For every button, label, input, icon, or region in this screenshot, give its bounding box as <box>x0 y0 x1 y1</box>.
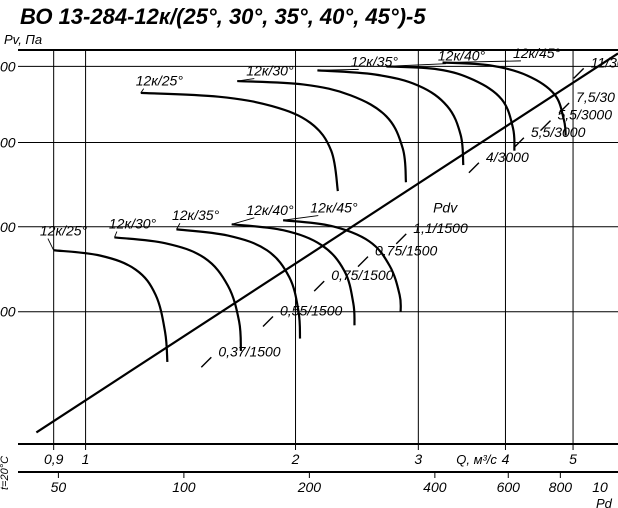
ytick-label: 00 <box>0 219 16 235</box>
pdv-diagonal <box>36 53 618 432</box>
power-label-lower: 0,37/1500 <box>218 343 280 359</box>
ytick-label: 00 <box>0 304 16 320</box>
lower-label: 12к/40° <box>246 202 294 218</box>
power-label-upper: 5,5/3000 <box>531 124 586 140</box>
upper-curve <box>141 93 338 191</box>
axis-x-label-bottom: Pd <box>596 496 613 508</box>
xtick-bot-label: 800 <box>549 479 573 495</box>
power-label-lower: 0,55/1500 <box>280 302 342 318</box>
diag-tick <box>358 257 368 267</box>
xtick-top-label: 0,9 <box>44 451 64 467</box>
upper-leader <box>317 69 358 70</box>
ytick-label: 00 <box>0 58 16 74</box>
xtick-top-label: 2 <box>291 451 300 467</box>
power-label-lower: Pdv <box>433 200 458 216</box>
xtick-top-label: 4 <box>502 451 510 467</box>
power-label-lower: 0,75/1500 <box>375 243 437 259</box>
xtick-bot-label: 200 <box>297 479 322 495</box>
upper-curve <box>237 81 406 182</box>
chart-title: ВО 13-284-12к/(25°, 30°, 35°, 40°, 45°)-… <box>20 4 426 29</box>
lower-label: 12к/25° <box>40 223 88 239</box>
xtick-top-label: 1 <box>82 451 90 467</box>
xtick-bot-extra: 10 <box>592 479 608 495</box>
upper-label: 12к/45° <box>513 45 561 61</box>
lower-leader <box>48 239 54 251</box>
xtick-bot-label: 600 <box>497 479 521 495</box>
upper-label: 12к/40° <box>438 48 486 64</box>
power-label-lower: 1,1/1500 <box>413 220 468 236</box>
diag-tick <box>201 357 211 367</box>
ytick-label: 00 <box>0 135 16 151</box>
axis-x-label-top: Q, м³/с <box>456 452 497 467</box>
lower-curve <box>54 250 168 362</box>
lower-label: 12к/30° <box>109 216 157 232</box>
lower-curve <box>114 237 240 350</box>
upper-curve <box>317 70 463 165</box>
xtick-top-label: 5 <box>569 451 577 467</box>
diag-tick <box>469 163 479 173</box>
diag-tick <box>314 281 324 291</box>
lower-label: 12к/45° <box>310 200 358 216</box>
power-label-upper: 7,5/30 <box>576 89 615 105</box>
xtick-bot-label: 400 <box>423 479 447 495</box>
temp-note: t=20°C <box>0 456 11 490</box>
power-label-upper: 5,5/3000 <box>558 107 613 123</box>
diag-tick <box>263 316 273 326</box>
lower-leader <box>232 218 255 224</box>
chart-svg: ВО 13-284-12к/(25°, 30°, 35°, 40°, 45°)-… <box>0 0 618 508</box>
fan-performance-chart: ВО 13-284-12к/(25°, 30°, 35°, 40°, 45°)-… <box>0 0 618 508</box>
axis-y-label: Pv, Па <box>4 32 42 47</box>
power-label-upper: 4/3000 <box>486 149 529 165</box>
xtick-bot-label: 100 <box>172 479 196 495</box>
xtick-top-label: 3 <box>414 451 422 467</box>
power-label-lower: 0,75/1500 <box>331 267 393 283</box>
upper-label: 12к/25° <box>136 73 184 89</box>
lower-label: 12к/35° <box>172 207 220 223</box>
upper-label: 12к/30° <box>246 63 294 79</box>
xtick-bot-label: 50 <box>51 479 67 495</box>
power-label-upper: 11/30 <box>591 54 618 70</box>
